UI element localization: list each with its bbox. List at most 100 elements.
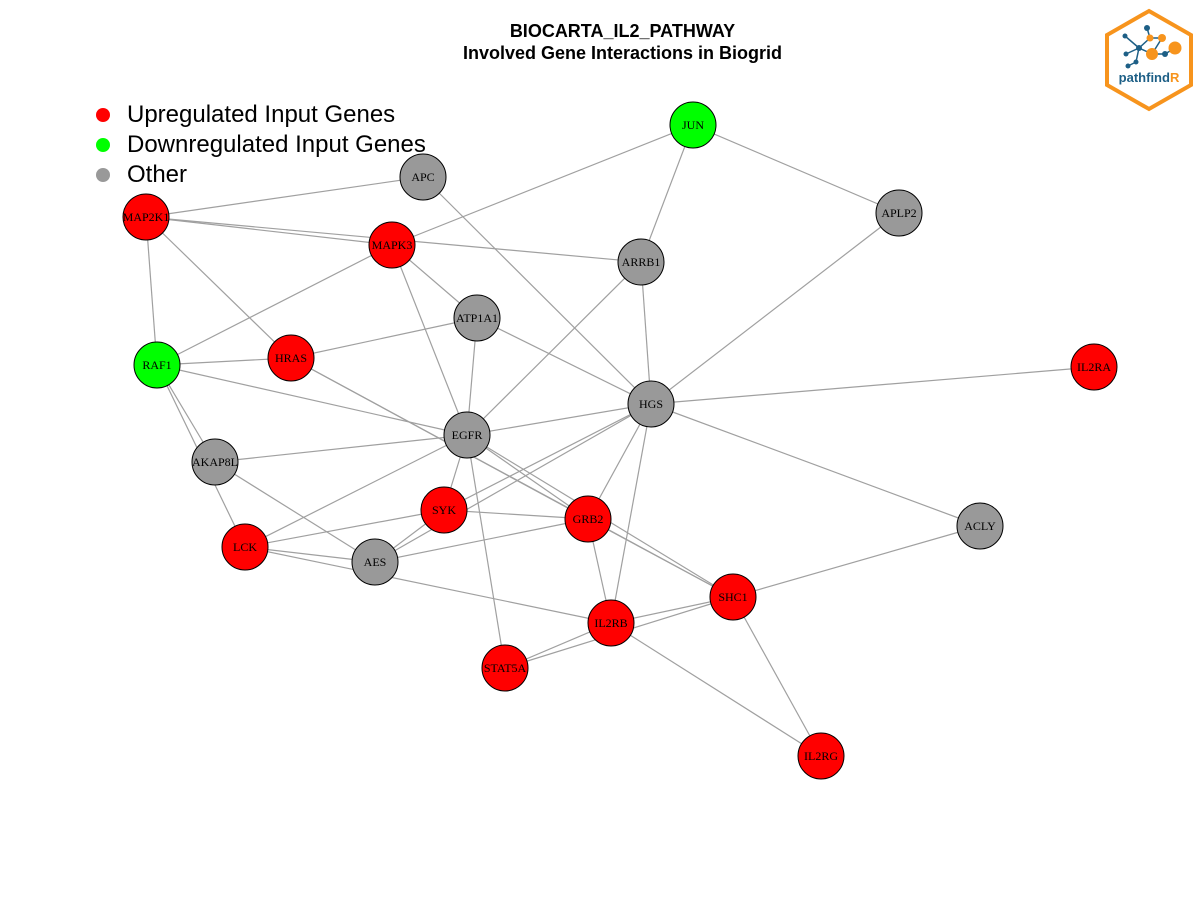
node-label-acly: ACLY — [964, 519, 996, 533]
network-edges — [145, 124, 1095, 757]
edge-hgs-aes — [374, 403, 652, 563]
node-circle-lck — [221, 523, 269, 571]
logo-text-accent: R — [1170, 70, 1180, 85]
edge-grb2-shc1 — [587, 518, 734, 598]
edge-apc-map2k1 — [145, 176, 424, 218]
node-egfr: EGFR — [443, 411, 491, 459]
node-grb2: GRB2 — [564, 495, 612, 543]
node-circle-egfr — [443, 411, 491, 459]
edge-syk-lck — [244, 509, 445, 548]
edge-il2rb-il2rg — [610, 622, 822, 757]
legend-dot-upregulated — [96, 108, 110, 122]
edge-akap8l-aes — [214, 461, 376, 563]
logo-network-icon — [1122, 25, 1182, 69]
node-circle-aplp2 — [875, 189, 923, 237]
node-circle-grb2 — [564, 495, 612, 543]
edge-hgs-egfr — [466, 403, 652, 436]
edge-atp1a1-hgs — [476, 317, 652, 405]
edge-arrb1-egfr — [466, 261, 642, 436]
edge-hgs-syk — [443, 403, 652, 511]
edge-shc1-il2rg — [732, 596, 822, 757]
node-il2ra: IL2RA — [1070, 343, 1118, 391]
node-jun: JUN — [669, 101, 717, 149]
legend-label-downregulated: Downregulated Input Genes — [127, 131, 426, 158]
node-circle-arrb1 — [617, 238, 665, 286]
legend-dot-downregulated — [96, 138, 110, 152]
node-circle-map2k1 — [122, 193, 170, 241]
node-label-egfr: EGFR — [452, 428, 483, 442]
node-label-raf1: RAF1 — [142, 358, 171, 372]
edge-jun-mapk3 — [391, 124, 694, 246]
node-map2k1: MAP2K1 — [122, 193, 170, 241]
node-circle-apc — [399, 153, 447, 201]
node-label-il2ra: IL2RA — [1077, 360, 1111, 374]
node-label-hras: HRAS — [275, 351, 307, 365]
node-circle-raf1 — [133, 341, 181, 389]
node-circle-akap8l — [191, 438, 239, 486]
node-circle-hras — [267, 334, 315, 382]
edge-jun-arrb1 — [640, 124, 694, 263]
node-hras: HRAS — [267, 334, 315, 382]
node-circle-atp1a1 — [453, 294, 501, 342]
legend: Upregulated Input Genes Downregulated In… — [96, 100, 426, 190]
node-syk: SYK — [420, 486, 468, 534]
node-circle-shc1 — [709, 573, 757, 621]
edge-grb2-aes — [374, 518, 589, 563]
edge-apc-hgs — [422, 176, 652, 405]
edge-syk-grb2 — [443, 509, 589, 520]
node-circle-il2ra — [1070, 343, 1118, 391]
node-circle-acly — [956, 502, 1004, 550]
node-label-aplp2: APLP2 — [881, 206, 916, 220]
node-raf1: RAF1 — [133, 341, 181, 389]
edge-hgs-il2rb — [610, 403, 652, 624]
logo-text-main: pathfind — [1119, 70, 1170, 85]
node-atp1a1: ATP1A1 — [453, 294, 501, 342]
node-label-grb2: GRB2 — [573, 512, 604, 526]
node-label-il2rg: IL2RG — [804, 749, 838, 763]
legend-item-other: Other — [96, 160, 426, 190]
node-label-syk: SYK — [432, 503, 456, 517]
node-aplp2: APLP2 — [875, 189, 923, 237]
pathfindr-logo: pathfindR — [1105, 8, 1193, 112]
edge-egfr-stat5a — [466, 434, 506, 669]
node-aes: AES — [351, 538, 399, 586]
node-label-atp1a1: ATP1A1 — [456, 311, 498, 325]
edge-map2k1-raf1 — [145, 216, 158, 366]
node-label-shc1: SHC1 — [718, 590, 747, 604]
node-label-akap8l: AKAP8L — [192, 455, 238, 469]
node-label-hgs: HGS — [639, 397, 663, 411]
node-apc: APC — [399, 153, 447, 201]
edge-acly-shc1 — [732, 525, 981, 598]
node-label-map2k1: MAP2K1 — [123, 210, 170, 224]
node-circle-mapk3 — [368, 221, 416, 269]
edge-hgs-acly — [650, 403, 981, 527]
node-circle-syk — [420, 486, 468, 534]
node-arrb1: ARRB1 — [617, 238, 665, 286]
node-label-stat5a: STAT5A — [484, 661, 527, 675]
edge-raf1-egfr — [156, 364, 468, 436]
node-label-jun: JUN — [682, 118, 704, 132]
edge-egfr-lck — [244, 434, 468, 548]
legend-dot-other — [96, 168, 110, 182]
node-mapk3: MAPK3 — [368, 221, 416, 269]
node-circle-stat5a — [481, 644, 529, 692]
node-label-arrb1: ARRB1 — [622, 255, 661, 269]
legend-label-upregulated: Upregulated Input Genes — [127, 101, 396, 128]
node-circle-hgs — [627, 380, 675, 428]
node-label-il2rb: IL2RB — [594, 616, 627, 630]
node-label-apc: APC — [411, 170, 434, 184]
edge-map2k1-hras — [145, 216, 292, 359]
node-akap8l: AKAP8L — [191, 438, 239, 486]
node-circle-il2rb — [587, 599, 635, 647]
edge-egfr-grb2 — [466, 434, 589, 520]
edge-arrb1-hgs — [640, 261, 652, 405]
title-line-2: Involved Gene Interactions in Biogrid — [462, 43, 783, 63]
title-line-1: BIOCARTA_IL2_PATHWAY — [509, 21, 736, 41]
node-hgs: HGS — [627, 380, 675, 428]
node-acly: ACLY — [956, 502, 1004, 550]
legend-label-other: Other — [127, 161, 188, 188]
node-label-aes: AES — [364, 555, 387, 569]
node-label-mapk3: MAPK3 — [372, 238, 413, 252]
legend-item-downregulated: Downregulated Input Genes — [96, 130, 426, 160]
